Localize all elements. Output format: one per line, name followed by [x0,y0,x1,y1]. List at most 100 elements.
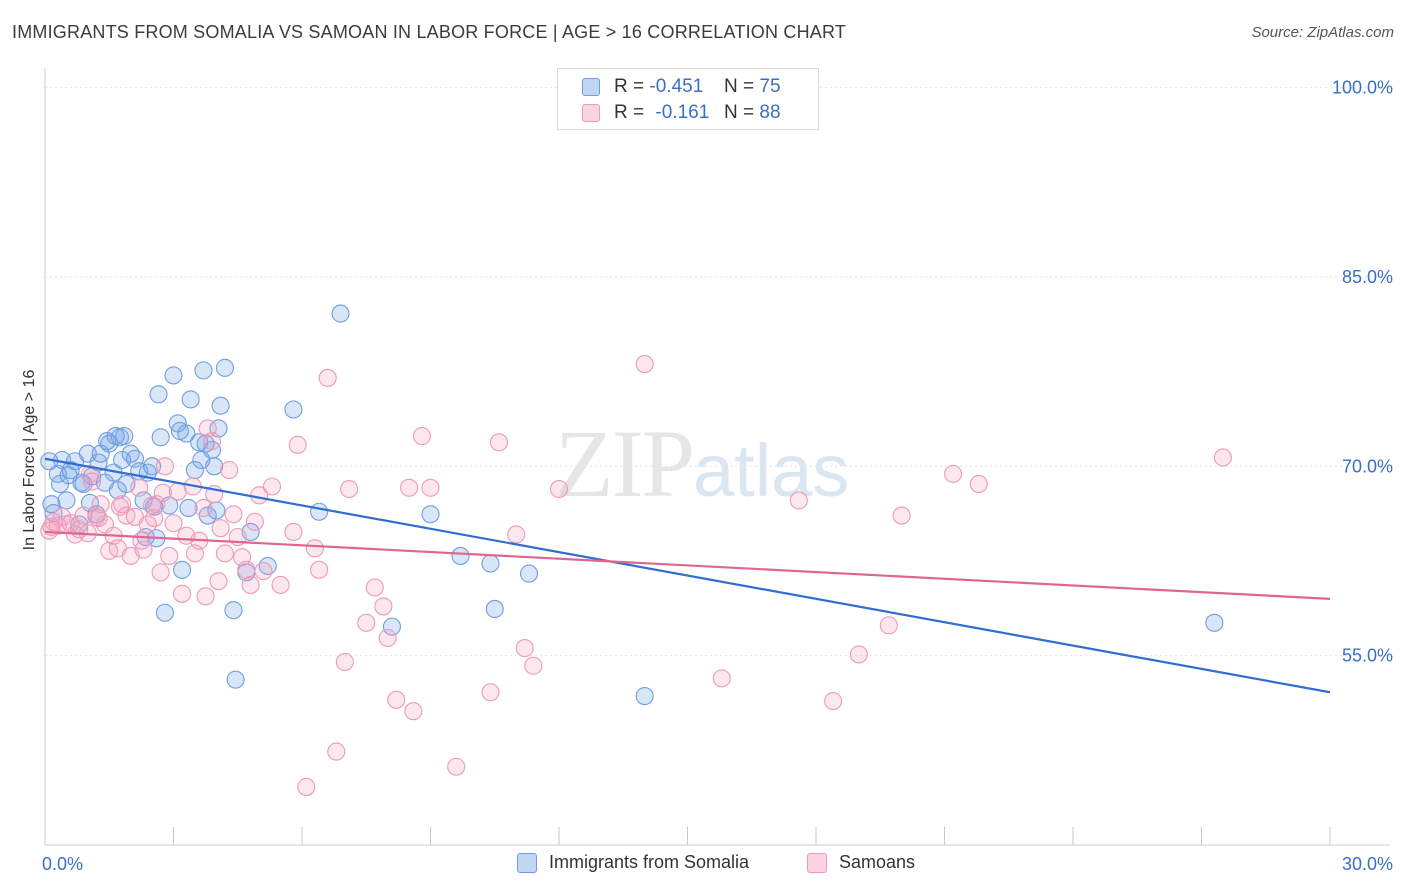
point-somalia [519,564,539,583]
point-samoan [237,560,256,579]
y-axis-label: In Labor Force | Age > 16 [21,369,38,551]
point-somalia [421,505,440,524]
point-samoan [224,505,243,524]
point-samoan [507,525,526,544]
point-samoan [305,539,324,558]
point-samoan [524,656,543,675]
point-samoan [209,572,228,591]
legend-swatch-somalia [582,78,600,96]
point-samoan [374,597,393,616]
legend-item-somalia[interactable]: Immigrants from Somalia [517,852,749,873]
point-samoan [194,498,213,518]
point-samoan [110,497,130,516]
point-somalia [224,601,243,620]
point-somalia [57,491,76,510]
point-samoan [515,639,534,658]
point-somalia [284,400,303,419]
point-samoan [80,464,100,483]
point-samoan [254,562,273,581]
point-somalia [61,461,80,480]
point-samoan [879,616,898,635]
legend-r-label: R = [614,102,645,123]
point-samoan [91,495,110,514]
series-legend: Immigrants from Somalia Samoans [0,852,1406,876]
point-samoan [147,495,166,514]
point-samoan [892,506,911,525]
point-samoan [387,690,406,709]
y-tick-label: 100.0% [1332,78,1393,98]
trend-lines [44,457,1331,694]
source-label: Source: ZipAtlas.com [1251,24,1394,41]
legend-label-samoan: Samoans [839,852,916,872]
point-samoan [327,742,346,761]
series-samoan-points [40,355,1232,796]
point-somalia [78,444,97,463]
legend-row-samoan: R = -0.161 N = 88 [582,102,781,124]
point-samoan [310,560,329,579]
legend-r-label: R = [614,76,645,97]
point-samoan [288,435,307,454]
chart-title: IMMIGRANTS FROM SOMALIA VS SAMOAN IN LAB… [12,22,847,42]
point-somalia [451,546,470,565]
legend-row-somalia: R = -0.451 N = 75 [582,76,781,98]
point-samoan [151,563,170,582]
legend-label-somalia: Immigrants from Somalia [549,852,750,872]
point-somalia [149,385,168,404]
point-somalia [115,426,134,446]
point-samoan [173,584,192,603]
x-tick-label: 0.0% [42,854,83,874]
point-somalia [215,358,234,377]
point-samoan [145,509,164,528]
legend-n-value-somalia: 75 [759,76,781,97]
point-samoan [824,692,843,711]
y-tick-label: 85.0% [1342,267,1393,287]
legend-r-value-samoan: -0.161 [655,102,710,123]
point-somalia [382,617,402,636]
correlation-legend: R = -0.451 N = 75 R = -0.161 N = 88 [557,68,819,130]
point-samoan [404,702,423,721]
point-samoan [160,546,179,565]
legend-item-samoan[interactable]: Samoans [807,852,915,873]
point-samoan [849,645,868,664]
point-samoan [1213,448,1232,467]
point-somalia [194,361,213,380]
point-somalia [155,603,174,622]
point-samoan [400,478,419,497]
x-tick-label: 30.0% [1342,854,1393,874]
point-samoan [196,587,215,606]
point-samoan [335,652,354,672]
legend-n-label: N = [724,102,755,123]
point-samoan [549,479,569,499]
point-samoan [365,578,384,597]
point-samoan [789,491,808,510]
point-samoan [203,432,222,451]
point-samoan [83,472,102,491]
point-samoan [155,457,174,476]
point-samoan [340,479,359,499]
point-samoan [168,482,187,501]
legend-swatch-somalia [517,852,537,873]
trend-line-samoan [44,530,1331,600]
point-somalia [205,457,224,476]
point-somalia [179,498,198,518]
point-samoan [134,540,153,559]
point-somalia [42,495,61,514]
point-samoan [447,757,466,776]
point-samoan [944,464,963,483]
series-somalia-points [40,304,1224,706]
point-samoan [481,683,500,702]
watermark: ZIPatlas [555,408,849,519]
point-somalia [481,554,500,573]
point-somalia [100,434,119,453]
point-somalia [164,366,183,385]
axes [44,68,1390,846]
point-somalia [173,560,192,579]
point-somalia [331,304,350,323]
point-samoan [969,474,988,494]
point-somalia [177,424,196,443]
point-samoan [284,522,303,542]
point-somalia [143,457,162,476]
point-samoan [74,506,93,525]
tick-labels: 55.0% 70.0% 85.0% 100.0% 0.0% 30.0% [42,78,1393,874]
